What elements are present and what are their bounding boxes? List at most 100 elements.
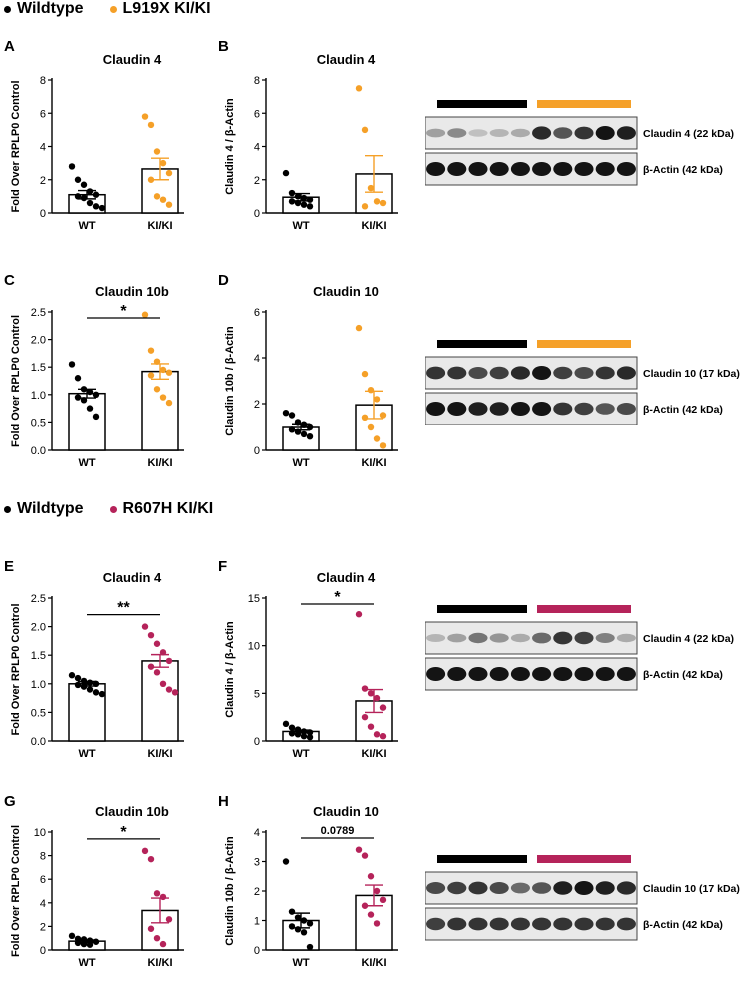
- data-point: [300, 430, 308, 438]
- x-tick-label: KI/KI: [147, 220, 172, 232]
- chart-title: Claudin 10b: [95, 804, 169, 819]
- data-point: [86, 388, 94, 396]
- blot-band: [489, 129, 509, 137]
- legend-label-r607h: R607H KI/KI: [122, 500, 214, 517]
- blot-band: [574, 667, 594, 681]
- data-point: [300, 917, 308, 924]
- data-point: [147, 372, 155, 379]
- chart-title: Claudin 10: [313, 804, 379, 819]
- data-point: [355, 85, 363, 92]
- blot-band: [510, 128, 530, 138]
- blot-band: [616, 917, 636, 931]
- data-point: [92, 203, 100, 210]
- blot-4: Claudin 10 (17 kDa) β-Actin (42 kDa): [424, 850, 740, 945]
- y-tick-label: 0.5: [31, 707, 46, 719]
- data-point: [159, 940, 167, 948]
- blot-band: [468, 402, 488, 416]
- blot-band: [553, 631, 573, 645]
- data-point: [294, 731, 302, 738]
- blot-band: [532, 882, 552, 894]
- blot-3: Claudin 4 (22 kDa) β-Actin (42 kDa): [424, 600, 740, 695]
- data-point: [141, 311, 149, 318]
- data-point: [282, 858, 290, 865]
- blot-band-label: Claudin 10 (17 kDa): [643, 883, 740, 895]
- y-tick-label: 8: [40, 75, 46, 87]
- y-tick-label: 0.5: [31, 417, 46, 429]
- blot-band-label: Claudin 4 (22 kDa): [643, 128, 734, 140]
- y-tick-label: 2: [254, 886, 260, 898]
- chart-c: Claudin 10b Fold Over RPLP0 Control 0.0 0.5…: [4, 272, 209, 482]
- data-point: [165, 916, 173, 923]
- y-axis-label: Fold Over RPLP0 Control: [10, 80, 22, 212]
- data-point: [68, 163, 76, 170]
- blot-band: [489, 882, 509, 894]
- blot-band: [426, 882, 446, 894]
- significance-label: **: [117, 600, 130, 617]
- data-point: [367, 387, 375, 394]
- chart-e: Claudin 4 Fold Over RPLP0 Control 0.0 0.5 1.…: [4, 558, 209, 773]
- blot-band: [595, 633, 615, 643]
- y-tick-label: 4: [254, 142, 260, 154]
- data-point: [379, 199, 387, 207]
- data-point: [141, 623, 149, 630]
- chart-svg: Claudin 10 Claudin 10b / β-Actin 0 2 4 6 WT KI/…: [224, 284, 398, 469]
- group-bar-kiki: [537, 855, 631, 863]
- legend-dot-l919x: [109, 5, 117, 13]
- data-point: [373, 435, 381, 442]
- blot-band: [616, 667, 636, 681]
- data-point: [74, 375, 82, 382]
- y-tick-label: 2.0: [31, 622, 46, 634]
- data-point: [373, 396, 381, 403]
- data-point: [86, 199, 94, 207]
- data-point: [300, 194, 308, 202]
- blot-band: [510, 667, 530, 681]
- y-axis-label: Claudin 4 / β-Actin: [224, 621, 236, 718]
- data-point: [68, 932, 76, 940]
- blot-svg: Claudin 10 (17 kDa) β-Actin (42 kDa): [424, 340, 740, 426]
- data-point: [294, 926, 302, 933]
- blot-band-label: β-Actin (42 kDa): [643, 919, 723, 931]
- y-tick-label: 0: [254, 736, 260, 748]
- chart-title: Claudin 4: [317, 52, 376, 67]
- blot-band: [595, 366, 615, 380]
- y-tick-label: 2.5: [31, 307, 46, 319]
- data-point: [288, 412, 296, 419]
- significance-label: *: [334, 589, 341, 606]
- x-tick-label: KI/KI: [361, 457, 386, 469]
- data-point: [141, 113, 149, 120]
- data-point: [153, 640, 161, 647]
- data-point: [367, 690, 375, 697]
- blot-band: [468, 632, 488, 644]
- blot-band: [595, 126, 615, 140]
- blot-2: Claudin 10 (17 kDa) β-Actin (42 kDa): [424, 335, 740, 426]
- x-tick-label: WT: [292, 220, 309, 232]
- data-point: [361, 852, 369, 859]
- blot-band: [616, 366, 636, 380]
- y-tick-label: 10: [248, 641, 260, 653]
- blot-band: [532, 366, 552, 380]
- y-axis-label: Claudin 4 / β-Actin: [224, 98, 236, 195]
- data-point: [92, 191, 100, 198]
- data-point: [68, 361, 76, 368]
- x-tick-label: KI/KI: [361, 957, 386, 969]
- data-point: [288, 908, 296, 915]
- y-tick-label: 2: [254, 399, 260, 411]
- panel-label-e: E: [4, 558, 15, 575]
- blot-band: [595, 917, 615, 931]
- blot-band: [574, 126, 594, 140]
- data-point: [74, 193, 82, 200]
- data-point: [147, 347, 155, 354]
- blot-band: [595, 667, 615, 681]
- x-tick-label: KI/KI: [361, 748, 386, 760]
- data-point: [159, 366, 167, 374]
- y-tick-label: 2: [40, 921, 46, 933]
- blot-band: [468, 162, 488, 176]
- blot-band: [574, 367, 594, 379]
- blot-band: [447, 917, 467, 931]
- blot-band: [532, 402, 552, 416]
- data-point: [159, 196, 167, 203]
- bar-kiki: [141, 660, 179, 742]
- data-point: [367, 423, 375, 431]
- legend-label-l919x: L919X KI/KI: [122, 0, 211, 17]
- blot-band: [468, 367, 488, 379]
